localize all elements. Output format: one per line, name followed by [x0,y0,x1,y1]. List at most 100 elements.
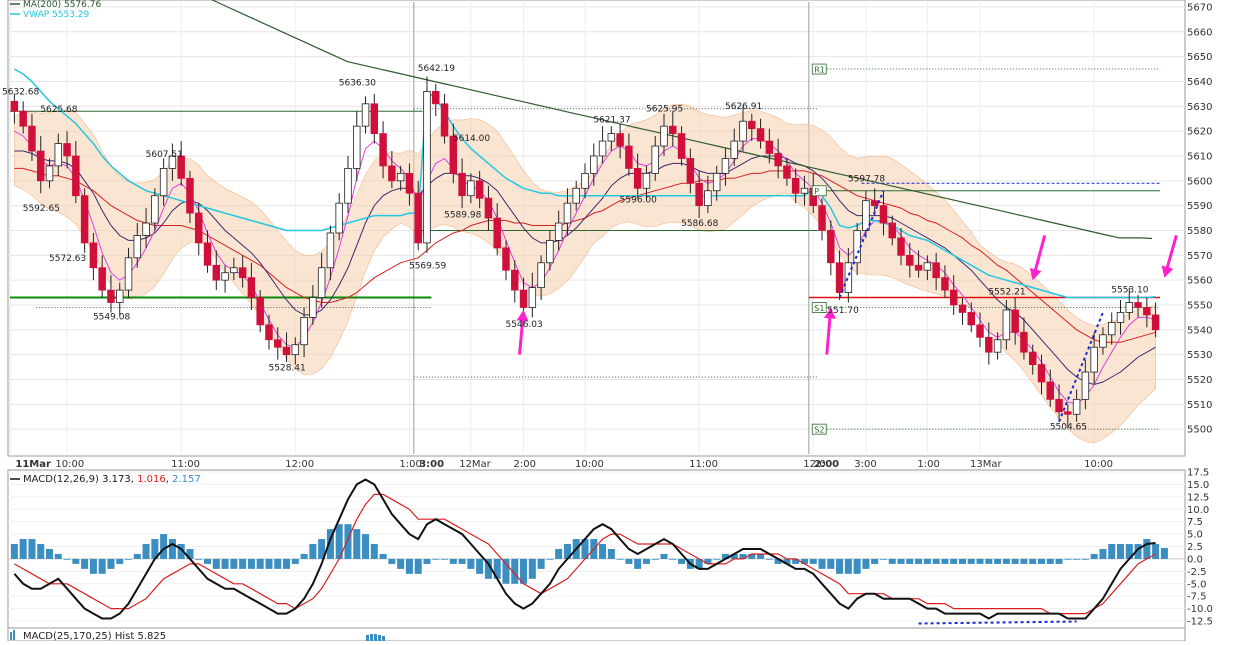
macd-hist-bar [563,544,571,559]
candle-body [546,240,554,264]
candle-body [967,312,975,326]
time-tick-label: 1:00 [399,459,421,470]
macd2-panel-frame [7,627,1186,642]
bollinger-band [14,103,1156,444]
macd-hist-bar [678,558,686,564]
price-tick-label: 5670 [1187,2,1212,13]
candle-body [511,269,519,291]
candle-body [888,222,896,239]
candle-body [98,267,106,291]
macd-hist-bar [923,558,931,564]
bollinger-band-fill [14,103,1156,444]
candle-body [484,197,493,219]
date-tick-label: 11Mar [15,459,51,470]
macd-hist-bar [493,558,501,579]
macd-hist-bar [37,544,45,559]
macd-hist-bar [1116,544,1125,559]
candle-body [844,262,853,293]
macd2-legend-label: MACD(25,170,25) Hist 5.825 [23,631,166,641]
macd-hist-bar [441,558,449,560]
macd-trendline [918,620,1077,625]
candle-body [195,212,203,244]
candle-body [616,133,624,147]
candle-body [89,242,98,269]
macd-hist-bar [458,558,466,564]
time-tick-label: 12Mar [459,459,491,470]
macd-lines [13,478,1156,625]
candle-body [835,262,844,293]
macd-hist-bar [1046,558,1054,564]
candle-body [1125,302,1134,313]
price-annotation-label: 5597.78 [848,174,885,184]
candle-body [1116,312,1125,323]
candle-body [765,140,774,154]
candle-body [230,267,238,274]
time-x-axis: 11Mar 10:00 11:00 12:00 1:00 2:00 3:00 12Mar 10:… [15,459,1113,470]
macd-hist-bar [941,558,949,564]
candle-body [739,120,747,142]
price-tick-label: 5520 [1187,375,1212,386]
candle-body [142,222,150,236]
macd-tick-label: -12.5 [1187,617,1213,628]
macd-hist-bar [300,553,308,559]
macd-tick-label: 17.5 [1187,468,1209,479]
candle-body [1064,411,1072,415]
macd-tick-label: 7.5 [1187,517,1203,528]
macd-hist-bar [10,544,18,559]
candle-body [28,125,36,152]
candle-body [862,200,870,231]
candle-body [941,277,949,291]
macd-hist-bar [274,558,282,569]
price-tick-label: 5620 [1187,127,1212,138]
time-tick-label: 10:00 [55,459,84,470]
time-tick-label: 13Mar [970,459,1002,470]
macd-hist-bar [739,553,747,559]
price-annotation-label: 5549.08 [93,312,130,322]
price-annotation-label: 5614.00 [453,134,490,144]
candle-body [651,145,659,174]
annotation-arrow-head [1161,265,1174,278]
price-annotation-label: 5551.70 [822,306,859,316]
macd-hist-bar [81,558,89,569]
candle-body [1099,334,1107,348]
candle-body [326,232,335,269]
macd-hist-bar [607,549,615,559]
annotation-arrow-shaft [518,317,525,355]
macd2-legend: MACD(25,170,25) Hist 5.825 [10,630,385,642]
price-annotation-label: 5626.91 [725,102,762,112]
macd-hist-bar [204,558,212,564]
macd-hist-bar [757,553,765,559]
candle-body [625,145,633,169]
candle-body [528,287,537,308]
candle-body [203,242,212,266]
macd-hist-bar [555,549,563,559]
candles [10,76,1160,427]
macd-tick-label: -10.0 [1187,604,1213,615]
candle-body [388,165,396,182]
macd-hist-bar [344,524,352,559]
macd2-swatch-bar [10,632,12,640]
pivot-level-tags: R1 P S1 S2 [811,63,827,435]
candle-body [985,336,993,353]
candle-body [300,317,308,346]
candle-body [449,135,458,174]
macd-hist-bar [713,558,721,560]
macd-hist-bar [125,558,133,560]
macd-signal-line [14,493,1156,615]
macd-legend: MACD(12,26,9) 3.173, 1.016, 2.157 [10,474,201,485]
price-annotation-label: 5596.00 [620,196,657,206]
macd-hist-bar [63,558,71,560]
macd-tick-label: -7.5 [1187,592,1207,603]
macd-hist-bar [1134,544,1142,559]
macd-hist-bar [827,558,835,569]
macd-y-axis: 17.515.012.5 10.07.5 5.02.50.0 -2.5-5.0 -7.5… [1187,468,1213,628]
candle-body [265,324,273,341]
macd-hist-bar [476,558,484,574]
time-tick-label: 10:00 [575,459,604,470]
candle-body [1081,371,1090,400]
macd-hist-bar [484,558,492,579]
candle-body [932,262,940,279]
price-tick-label: 5540 [1187,325,1212,336]
candle-body [958,304,967,313]
macd-hist-bar [642,558,650,564]
